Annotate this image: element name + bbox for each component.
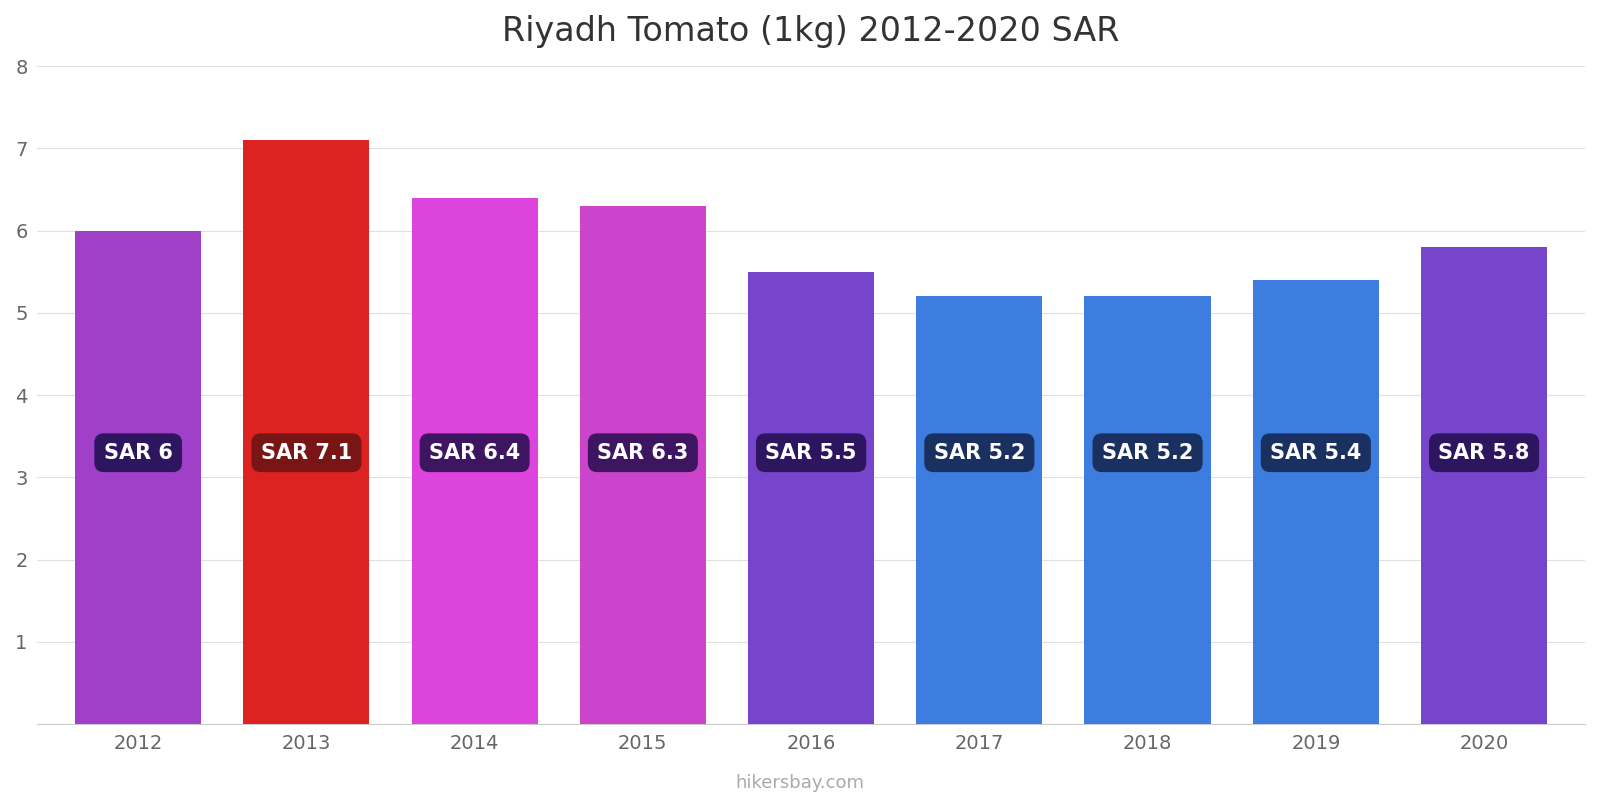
Title: Riyadh Tomato (1kg) 2012-2020 SAR: Riyadh Tomato (1kg) 2012-2020 SAR — [502, 15, 1120, 48]
Text: SAR 6.4: SAR 6.4 — [429, 442, 520, 462]
Bar — [917, 296, 1043, 724]
Text: SAR 6: SAR 6 — [104, 442, 173, 462]
Text: SAR 5.2: SAR 5.2 — [1102, 442, 1194, 462]
Text: SAR 5.5: SAR 5.5 — [765, 442, 858, 462]
Bar — [1253, 280, 1379, 724]
Text: SAR 7.1: SAR 7.1 — [261, 442, 352, 462]
Text: hikersbay.com: hikersbay.com — [736, 774, 864, 792]
Bar — [1085, 296, 1211, 724]
Bar — [749, 272, 874, 724]
Text: SAR 6.3: SAR 6.3 — [597, 442, 688, 462]
Bar — [243, 140, 370, 724]
Text: SAR 5.2: SAR 5.2 — [934, 442, 1026, 462]
Bar — [75, 230, 202, 724]
Text: SAR 5.4: SAR 5.4 — [1270, 442, 1362, 462]
Text: SAR 5.8: SAR 5.8 — [1438, 442, 1530, 462]
Bar — [1421, 247, 1547, 724]
Bar — [579, 206, 706, 724]
Bar — [411, 198, 538, 724]
